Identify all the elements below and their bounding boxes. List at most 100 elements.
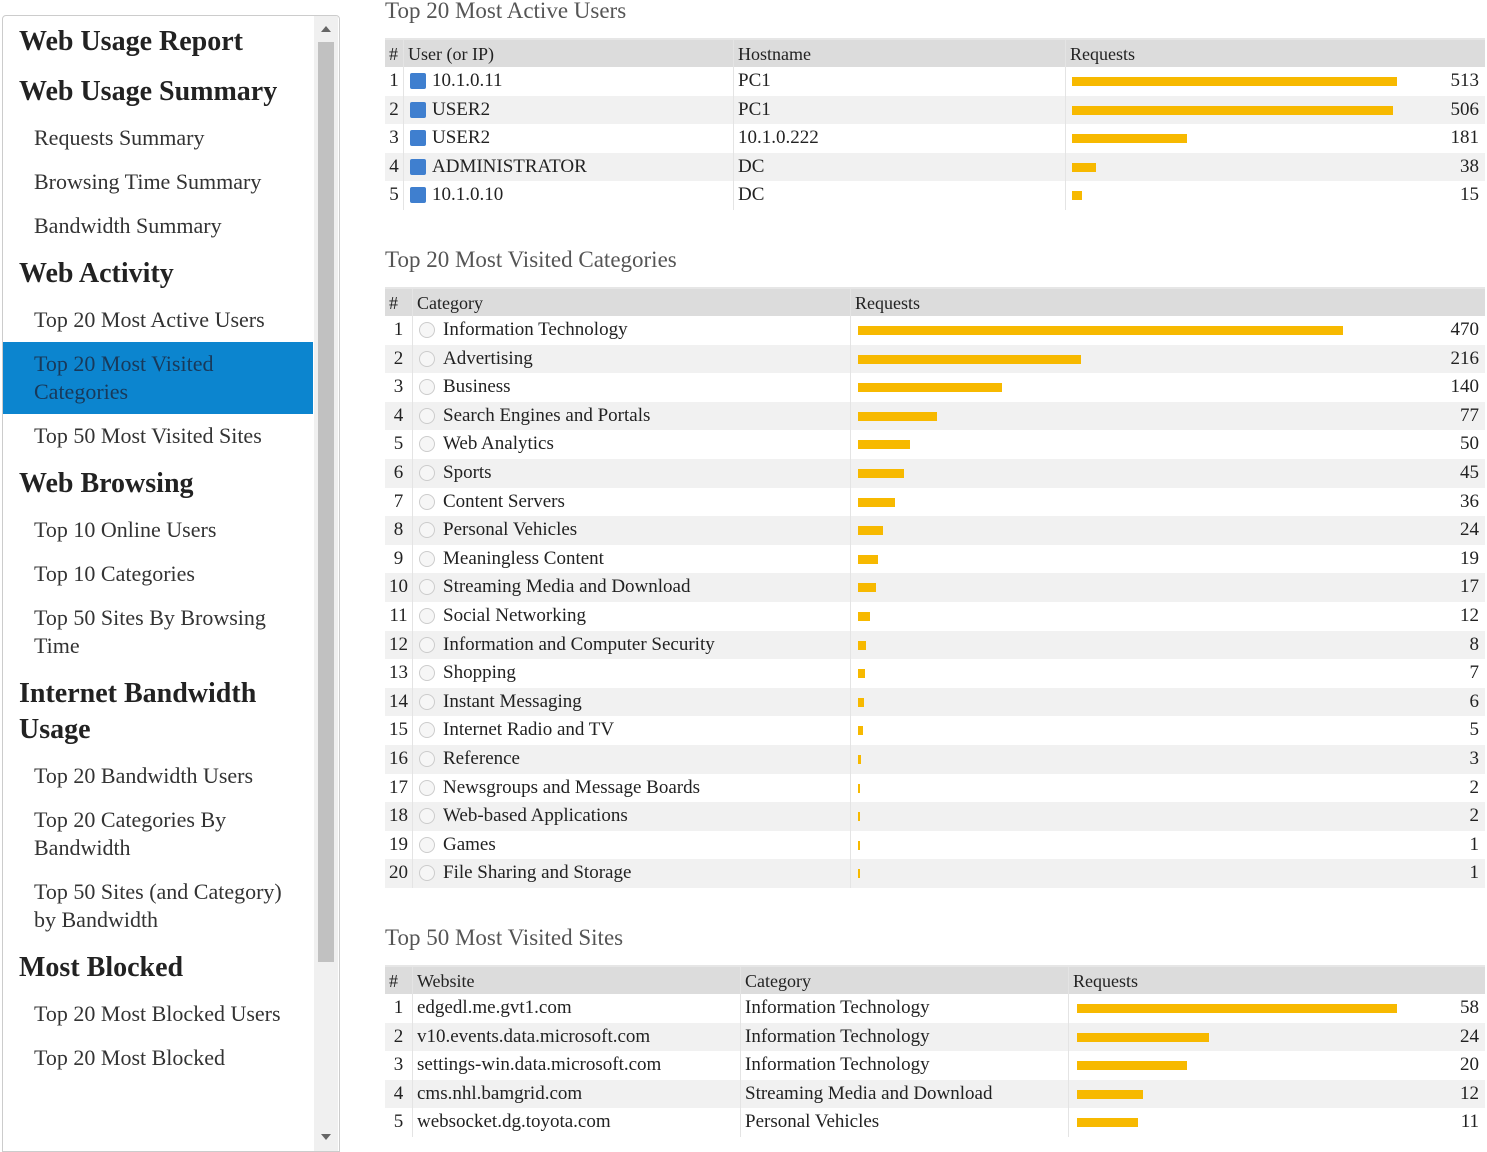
name-cell: Instant Messaging — [412, 687, 850, 717]
name-text: Reference — [443, 747, 520, 769]
requests-cell: 58 — [1068, 994, 1485, 1023]
scroll-down[interactable] — [321, 1134, 331, 1140]
requests-bar — [858, 840, 860, 850]
requests-bar — [858, 669, 866, 679]
table-row: 2 USER2 PC1 506 — [385, 95, 1485, 125]
requests-cell: 12 — [850, 601, 1485, 631]
table-row: 10 Streaming Media and Download 17 — [385, 573, 1485, 602]
requests-cell: 140 — [850, 373, 1485, 402]
requests-cell: 2 — [850, 773, 1485, 803]
requests-value: 15 — [1460, 184, 1479, 206]
requests-cell: 24 — [850, 516, 1485, 545]
table-row: 13 Shopping 7 — [385, 659, 1485, 688]
table-row: 11 Social Networking 12 — [385, 601, 1485, 631]
row-number: 17 — [389, 776, 408, 798]
text-cell: edgedl.me.gvt1.com — [412, 994, 740, 1023]
requests-bar — [1077, 1061, 1188, 1071]
requests-cell: 470 — [850, 316, 1485, 345]
report-table: Top 20 Most Active Users # User (or IP) Hos… — [385, 0, 1485, 210]
menu-item[interactable]: Top 50 Sites (and Category) by Bandwidth — [34, 879, 282, 932]
menu-item[interactable]: Top 20 Most Active Users — [34, 307, 265, 332]
name-cell: Advertising — [412, 344, 850, 374]
row-icon — [410, 73, 426, 89]
row-number: 3 — [393, 376, 404, 398]
name-cell: Content Servers — [412, 487, 850, 517]
menu-item[interactable]: Top 10 Categories — [34, 561, 195, 586]
row-number: 14 — [389, 690, 408, 712]
column-header: # — [389, 293, 398, 313]
requests-cell: 6 — [850, 687, 1485, 717]
requests-value: 77 — [1460, 404, 1479, 426]
menu-item[interactable]: Top 20 Most Blocked — [34, 1045, 225, 1070]
menu-item[interactable]: Top 50 Sites By Browsing Time — [34, 605, 266, 658]
row-icon — [410, 130, 426, 147]
row-number: 12 — [389, 633, 408, 655]
table-row: 15 Internet Radio and TV 5 — [385, 716, 1485, 745]
name-cell: Games — [412, 830, 850, 860]
name-cell: 10.1.0.11 — [403, 67, 733, 96]
name-text: Search Engines and Portals — [443, 404, 651, 426]
table-row: 4 ADMINISTRATOR DC 38 — [385, 152, 1485, 182]
table-title: Top 20 Most Active Users — [385, 0, 627, 23]
menu-item[interactable]: Browsing Time Summary — [34, 169, 262, 194]
requests-cell: 3 — [850, 744, 1485, 774]
menu-item[interactable]: Bandwidth Summary — [34, 213, 222, 238]
requests-value: 140 — [1450, 376, 1480, 398]
requests-cell: 513 — [1065, 67, 1485, 96]
requests-value: 8 — [1469, 633, 1480, 655]
menu-item[interactable]: Top 20 Categories By Bandwidth — [34, 807, 227, 860]
name-cell: Search Engines and Portals — [412, 401, 850, 431]
table-row: 4 Search Engines and Portals 77 — [385, 401, 1485, 431]
scroll-up[interactable] — [321, 26, 331, 32]
row-icon — [410, 187, 426, 204]
requests-bar — [858, 411, 938, 421]
requests-value: 38 — [1460, 155, 1479, 177]
row-icon — [419, 636, 435, 653]
table-row: 12 Information and Computer Security 8 — [385, 630, 1485, 660]
column-header: Category — [740, 967, 1068, 994]
requests-bar — [1072, 162, 1097, 172]
name-cell: Sports — [412, 458, 850, 488]
row-number: 10 — [389, 576, 408, 598]
requests-value: 20 — [1460, 1054, 1479, 1076]
row-icon — [419, 579, 435, 596]
column-header: Category — [412, 289, 850, 316]
requests-cell: 38 — [1065, 152, 1485, 182]
menu-item[interactable]: Top 10 Online Users — [34, 517, 217, 542]
table-row: 18 Web-based Applications 2 — [385, 802, 1485, 831]
requests-value: 45 — [1460, 461, 1479, 483]
requests-bar — [858, 440, 910, 450]
requests-bar — [1072, 77, 1397, 86]
name-text: Personal Vehicles — [443, 519, 578, 541]
requests-value: 19 — [1460, 547, 1479, 569]
row-icon — [419, 722, 435, 739]
row-number: 1 — [389, 70, 399, 91]
menu-item[interactable]: Top 50 Most Visited Sites — [34, 423, 262, 448]
scrollbar[interactable] — [314, 16, 338, 1151]
row-number: 1 — [393, 997, 404, 1018]
requests-cell: 15 — [1065, 181, 1485, 210]
report-table: Top 20 Most Visited Categories # Category R… — [385, 247, 1485, 888]
column-header: User (or IP) — [403, 40, 733, 67]
menu-item[interactable]: Top 20 Most Blocked Users — [34, 1001, 281, 1026]
menu-item[interactable]: Requests Summary — [34, 125, 205, 150]
requests-cell: 77 — [850, 401, 1485, 431]
table-row: 3 settings-win.data.microsoft.com Informat… — [385, 1051, 1485, 1080]
text-cell: DC — [733, 152, 1065, 182]
row-number: 2 — [389, 98, 399, 120]
name-cell: Social Networking — [412, 601, 850, 631]
menu-item[interactable]: Top 20 Most Visited Categories — [3, 342, 313, 414]
sidebar: Web Usage Report Web Usage Summary Reques… — [2, 15, 340, 1152]
row-icon — [419, 779, 435, 796]
requests-cell: 5 — [850, 716, 1485, 745]
requests-value: 11 — [1460, 1111, 1479, 1133]
scroll-thumb[interactable] — [318, 42, 334, 962]
requests-bar — [858, 383, 1003, 393]
name-cell: Personal Vehicles — [412, 516, 850, 545]
requests-cell: 12 — [1068, 1079, 1485, 1109]
requests-bar — [858, 640, 867, 650]
requests-value: 7 — [1469, 662, 1480, 684]
table-row: 5 websocket.dg.toyota.com Personal Vehicle… — [385, 1108, 1485, 1137]
menu-item[interactable]: Top 20 Bandwidth Users — [34, 763, 254, 788]
